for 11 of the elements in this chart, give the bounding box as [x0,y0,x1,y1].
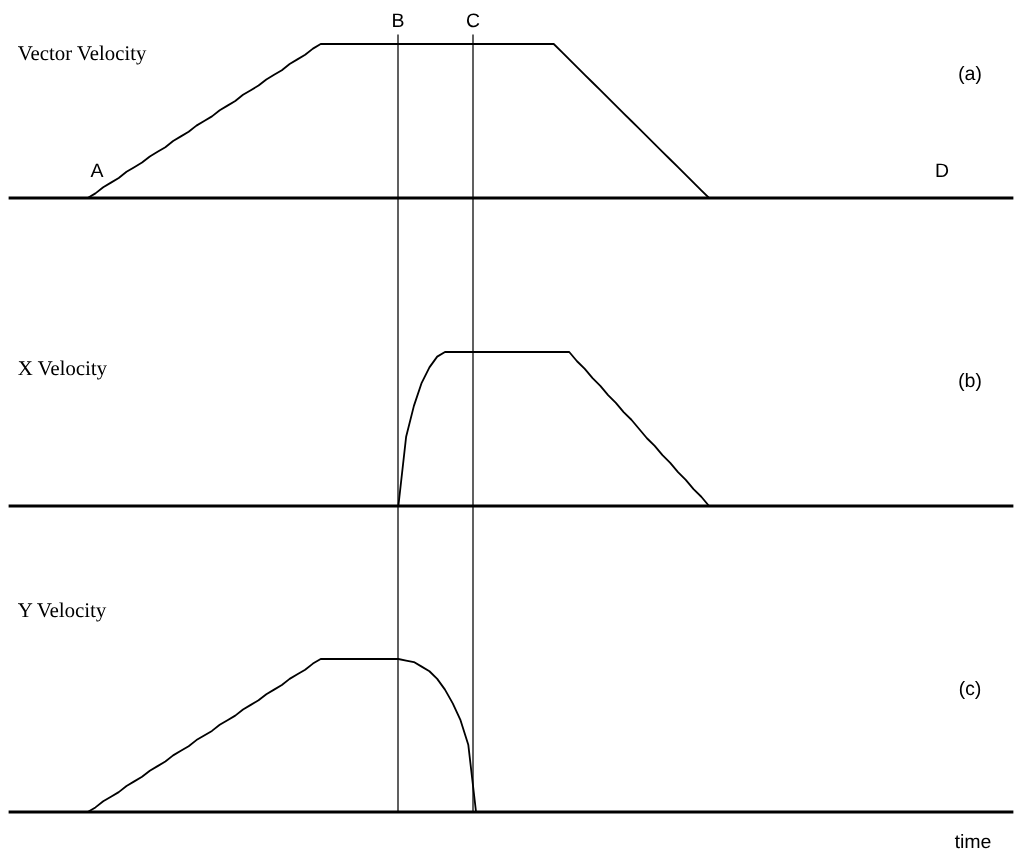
annotation: D [936,163,949,178]
chart-title: Y Velocity [18,602,107,622]
x-axis-title: time [954,834,991,849]
text: B [393,13,404,28]
text: C [466,13,480,28]
chart-title: Vector Velocity [18,45,147,65]
annotation: (b) [959,372,981,392]
annotation: (a) [959,65,981,85]
annotation: (c) [959,680,981,700]
chart-title: X Velocity [18,360,107,380]
annotation: A [90,163,104,178]
